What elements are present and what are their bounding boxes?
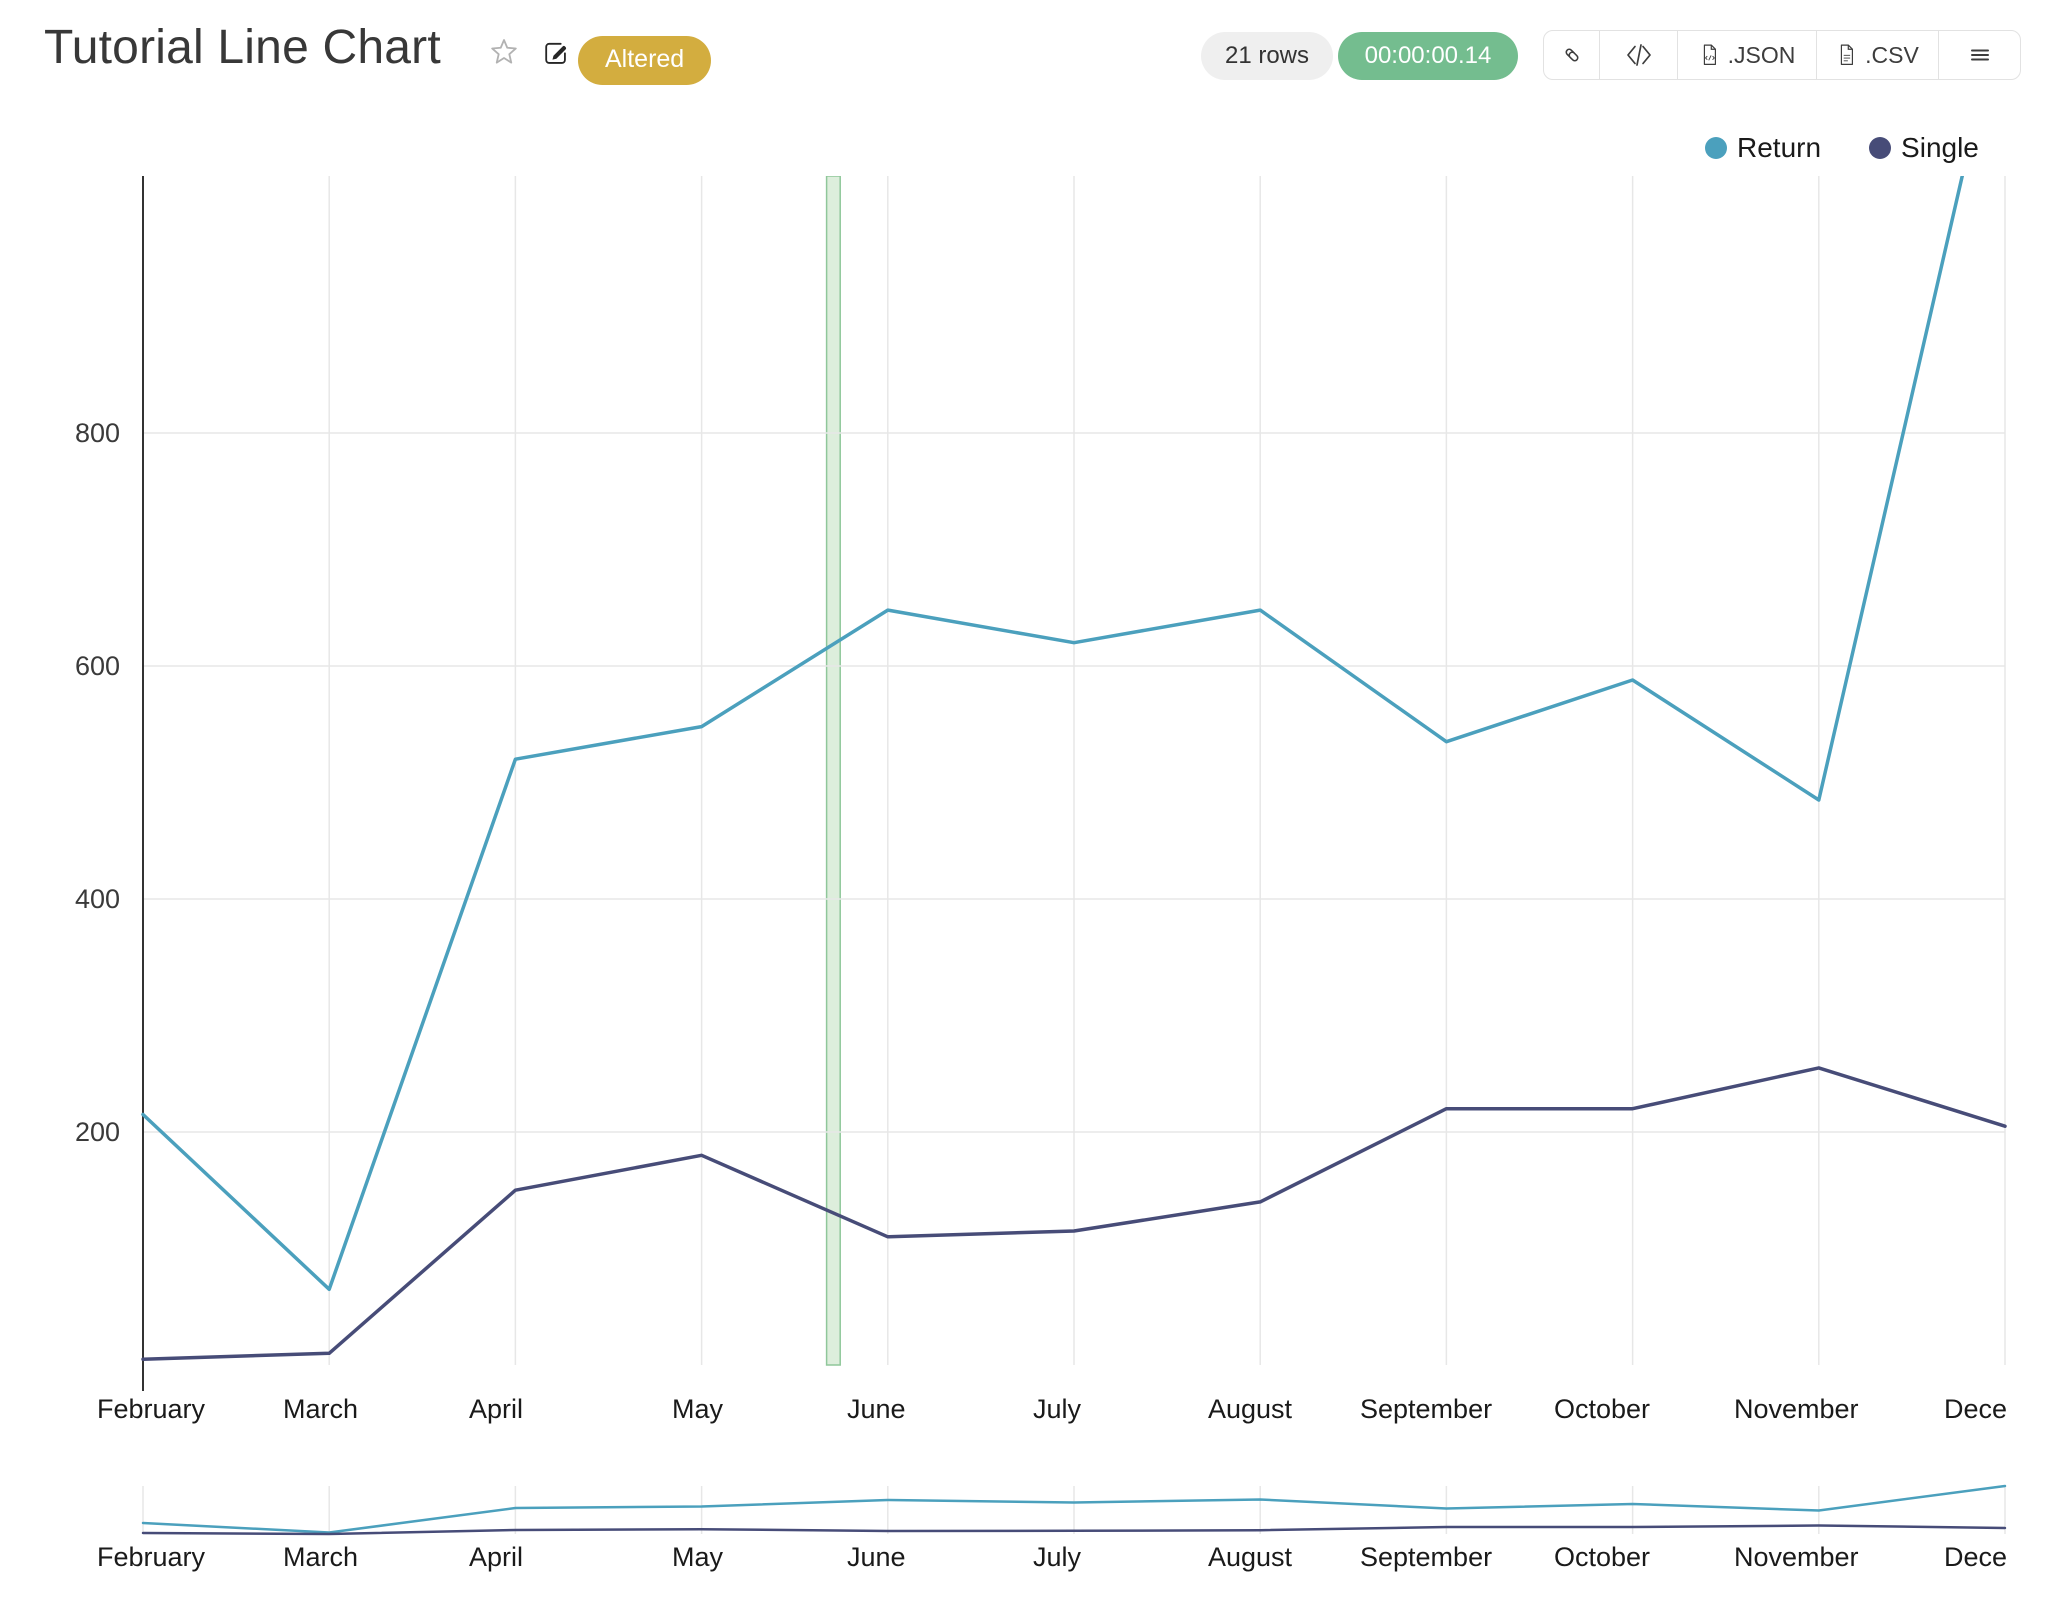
svg-text:March: March: [283, 1542, 358, 1572]
svg-text:August: August: [1208, 1542, 1293, 1572]
svg-text:September: September: [1360, 1542, 1492, 1572]
svg-text:June: June: [847, 1542, 906, 1572]
svg-text:April: April: [469, 1542, 523, 1572]
svg-text:November: November: [1734, 1542, 1859, 1572]
svg-text:October: October: [1554, 1542, 1650, 1572]
svg-text:Dece: Dece: [1944, 1542, 2007, 1572]
svg-text:July: July: [1033, 1542, 1082, 1572]
svg-text:February: February: [97, 1542, 206, 1572]
svg-text:May: May: [672, 1542, 724, 1572]
